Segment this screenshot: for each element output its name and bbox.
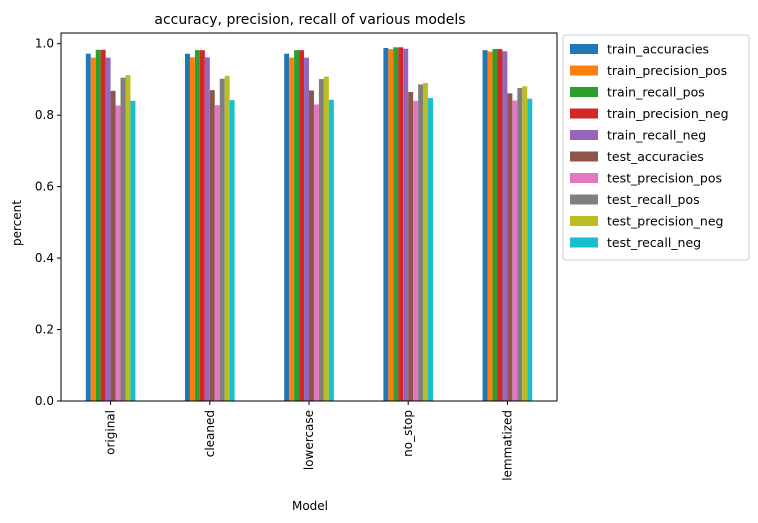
bar-train-recall-neg-original [105,57,111,401]
bar-train-recall-pos-original [95,49,101,401]
legend: train_accuracies train_precision_postrain… [562,34,750,261]
bar-test-precision-pos-cleaned [214,105,220,402]
x-tick-label: original [104,410,118,455]
legend-swatch [570,44,598,54]
bar-test-accuracies-lemmatized [507,93,513,401]
bar-test-recall-pos-lowercase [318,79,324,401]
bar-test-precision-pos-lowercase [313,104,319,402]
bar-train-precision-pos-no-stop [388,49,394,402]
y-tick-label: 0.8 [35,108,54,122]
bar-train-precision-pos-original [90,57,96,401]
bar-test-precision-neg-lowercase [323,76,329,401]
legend-swatch [570,87,598,97]
legend-label: test_accuracies [607,149,704,164]
bar-test-recall-neg-lowercase [328,99,334,402]
legend-label: train_precision_neg [607,106,729,121]
x-tick-label: lemmatized [500,410,514,481]
legend-swatch [570,194,598,205]
bar-train-precision-neg-lemmatized [497,49,503,402]
chart-title: accuracy, precision, recall of various m… [154,12,465,28]
y-tick-label: 0.4 [35,251,54,265]
y-axis: 0.0 0.2 0.4 0.6 0.8 1.0 [35,37,61,408]
bar-test-recall-pos-cleaned [219,78,225,401]
bar-train-recall-pos-no-stop [393,47,399,402]
bar-test-precision-pos-no-stop [413,100,419,402]
x-axis-label: Model [292,499,328,513]
bar-test-recall-neg-no-stop [428,98,433,402]
legend-swatch [570,65,598,76]
bar-train-accuracies-lowercase [284,53,290,402]
bar-train-recall-neg-no-stop [403,48,409,401]
bar-train-precision-pos-lowercase [289,57,295,401]
bars-layer [85,47,533,402]
bar-train-precision-pos-lemmatized [487,51,493,401]
bar-test-precision-neg-no-stop [423,83,429,402]
bar-train-recall-pos-lemmatized [492,49,498,402]
bar-train-accuracies-no-stop [383,48,389,401]
legend-swatch [570,151,598,162]
legend-label: train_precision_pos [607,63,727,78]
bar-train-precision-pos-cleaned [189,57,195,402]
bar-train-precision-neg-lowercase [299,50,305,402]
bar-train-recall-pos-lowercase [294,50,300,402]
bar-train-recall-neg-cleaned [204,57,210,402]
bar-test-accuracies-lowercase [309,90,314,401]
bar-test-precision-neg-original [125,75,131,401]
bar-train-accuracies-lemmatized [482,50,488,402]
legend-label: train_recall_pos [607,85,705,100]
bar-test-recall-neg-original [130,100,136,402]
bar-test-recall-pos-lemmatized [517,88,523,401]
x-tick-label: no_stop [401,410,415,457]
legend-label: test_recall_neg [607,235,701,250]
bar-train-precision-neg-original [100,49,106,401]
y-axis-label: percent [10,200,24,246]
bar-test-precision-neg-lemmatized [522,86,528,401]
legend-label: train_accuracies [607,42,709,57]
bar-test-accuracies-cleaned [209,90,215,402]
bar-test-accuracies-no-stop [408,91,414,402]
bar-train-precision-neg-cleaned [199,50,205,402]
bar-test-recall-pos-original [120,77,126,402]
bar-train-recall-neg-lowercase [304,57,309,401]
y-tick-label: 0.6 [35,180,54,194]
bar-train-recall-pos-cleaned [194,50,200,402]
legend-swatch [570,237,598,248]
bar-test-accuracies-original [110,90,116,401]
bar-test-recall-neg-cleaned [229,100,235,401]
y-tick-label: 0.0 [35,394,54,408]
bar-train-recall-neg-lemmatized [502,51,508,401]
bar-test-precision-pos-original [115,105,121,402]
legend-swatch [570,173,598,183]
legend-swatch [570,216,598,226]
x-tick-label: cleaned [203,410,217,457]
legend-label: test_precision_pos [607,171,722,186]
y-tick-label: 1.0 [35,37,54,51]
legend-label: train_recall_neg [607,128,706,143]
x-axis: original cleaned lowercase no_stop lemmatize… [104,401,514,481]
bar-test-precision-pos-lemmatized [512,100,518,401]
bar-train-accuracies-original [85,53,91,402]
y-tick-label: 0.2 [35,323,54,337]
bar-train-accuracies-cleaned [185,53,190,402]
bar-test-recall-neg-lemmatized [527,98,533,401]
legend-swatch [570,130,598,140]
legend-box [562,34,750,261]
bar-train-precision-neg-no-stop [398,47,404,402]
legend-label: test_recall_pos [607,192,700,207]
x-tick-label: lowercase [302,410,316,470]
bar-test-recall-pos-no-stop [418,84,424,401]
bar-test-precision-neg-cleaned [224,75,230,402]
legend-swatch [570,108,598,119]
plot-frame [60,32,558,402]
legend-label: test_precision_neg [607,214,723,229]
